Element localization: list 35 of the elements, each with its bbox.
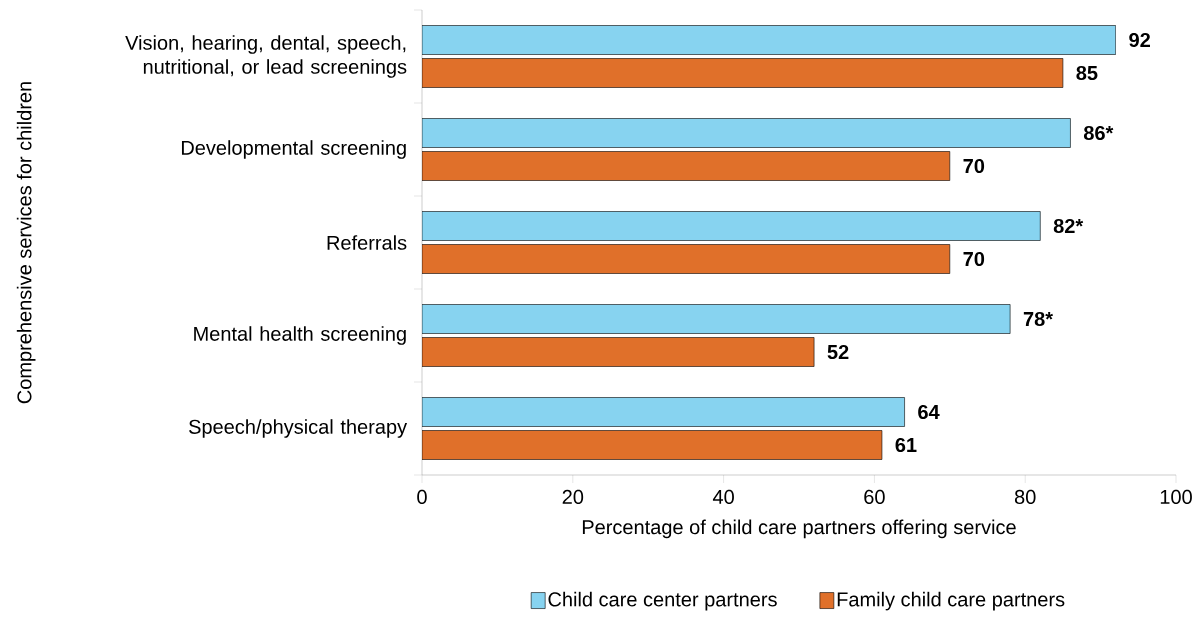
y-tick-label: Speech/physical therapy [189,419,408,438]
y-tick-label: Referrals [327,235,407,250]
bar [422,25,1116,55]
bar [422,211,1041,241]
y-tick-label: Developmental screening [181,140,406,159]
legend-label: Child care center partners [548,591,777,611]
x-tick-label: 20 [562,489,584,505]
data-label: 70 [963,158,985,174]
y-tick-label: Mental health screening [194,326,406,345]
legend-label: Family child care partners [837,591,1065,611]
bar [422,118,1071,148]
y-tick-label: Vision, hearing, dental, speech, nutritional, or lead screenings [125,35,407,78]
y-axis-title: Comprehensive services for children [16,82,36,404]
x-tick-label: 100 [1160,489,1192,505]
data-label: 52 [827,344,849,360]
bar [422,244,951,274]
bar [422,58,1064,88]
x-tick-label: 80 [1014,489,1036,505]
x-tick-label: 0 [417,489,427,505]
data-label: 61 [895,437,917,453]
x-tick-label: 60 [864,489,885,505]
bar [422,337,815,367]
data-label: 86* [1083,125,1114,141]
data-label: 92 [1129,32,1150,48]
data-label: 64 [918,404,940,420]
data-label: 82* [1053,218,1084,234]
bar [422,397,905,427]
data-label: 70 [963,251,985,267]
x-tick-label: 40 [712,489,734,505]
bar [422,151,951,181]
bar [422,304,1011,334]
data-label: 78* [1023,311,1053,327]
bar [422,430,883,460]
x-axis-title: Percentage of child care partners offering service [582,519,1016,539]
data-label: 85 [1076,65,1098,81]
